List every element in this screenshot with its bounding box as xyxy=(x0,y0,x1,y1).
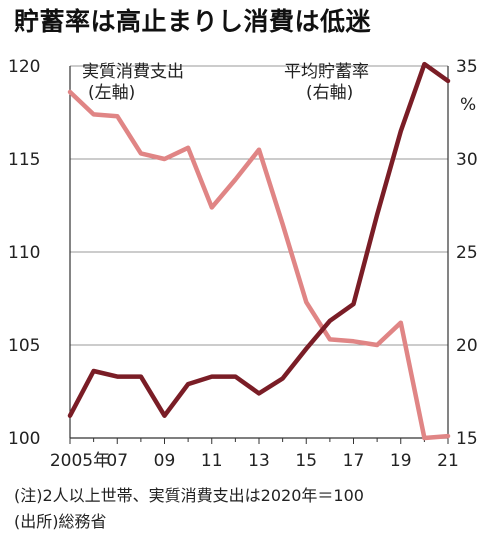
left-tick-label: 105 xyxy=(8,336,40,356)
right-tick-label: 35 xyxy=(456,57,478,77)
savings-series-label: 平均貯蓄率 xyxy=(284,62,369,82)
x-tick-label: 2005年 xyxy=(50,451,110,471)
x-tick-label: 11 xyxy=(201,451,223,471)
right-axis-unit: % xyxy=(460,95,476,115)
left-tick-label: 120 xyxy=(8,57,40,77)
x-tick-label: 13 xyxy=(248,451,270,471)
consumption-series-line xyxy=(67,89,451,441)
savings-rate-series-line xyxy=(67,61,451,418)
footnote: (注)2人以上世帯、実質消費支出は2020年＝100 xyxy=(14,486,364,505)
right-tick-label: 20 xyxy=(456,336,478,356)
source-note: (出所)総務省 xyxy=(14,512,107,531)
x-tick-label: 19 xyxy=(390,451,412,471)
savings-axis-label: (右軸) xyxy=(306,83,353,103)
right-tick-label: 15 xyxy=(456,429,478,449)
left-tick-label: 110 xyxy=(8,243,40,263)
left-tick-label: 100 xyxy=(8,429,40,449)
left-tick-label: 115 xyxy=(8,150,40,170)
x-tick-label: 15 xyxy=(295,451,317,471)
chart-title: 貯蓄率は高止まりし消費は低迷 xyxy=(14,7,372,36)
x-tick-label: 17 xyxy=(343,451,365,471)
right-tick-label: 30 xyxy=(456,150,478,170)
x-tick-label: 07 xyxy=(106,451,128,471)
consumption-series-label: 実質消費支出 xyxy=(82,62,184,82)
x-tick-label: 09 xyxy=(154,451,176,471)
consumption-axis-label: (左軸) xyxy=(88,83,135,103)
x-tick-label: 21 xyxy=(437,451,459,471)
right-tick-label: 25 xyxy=(456,243,478,263)
